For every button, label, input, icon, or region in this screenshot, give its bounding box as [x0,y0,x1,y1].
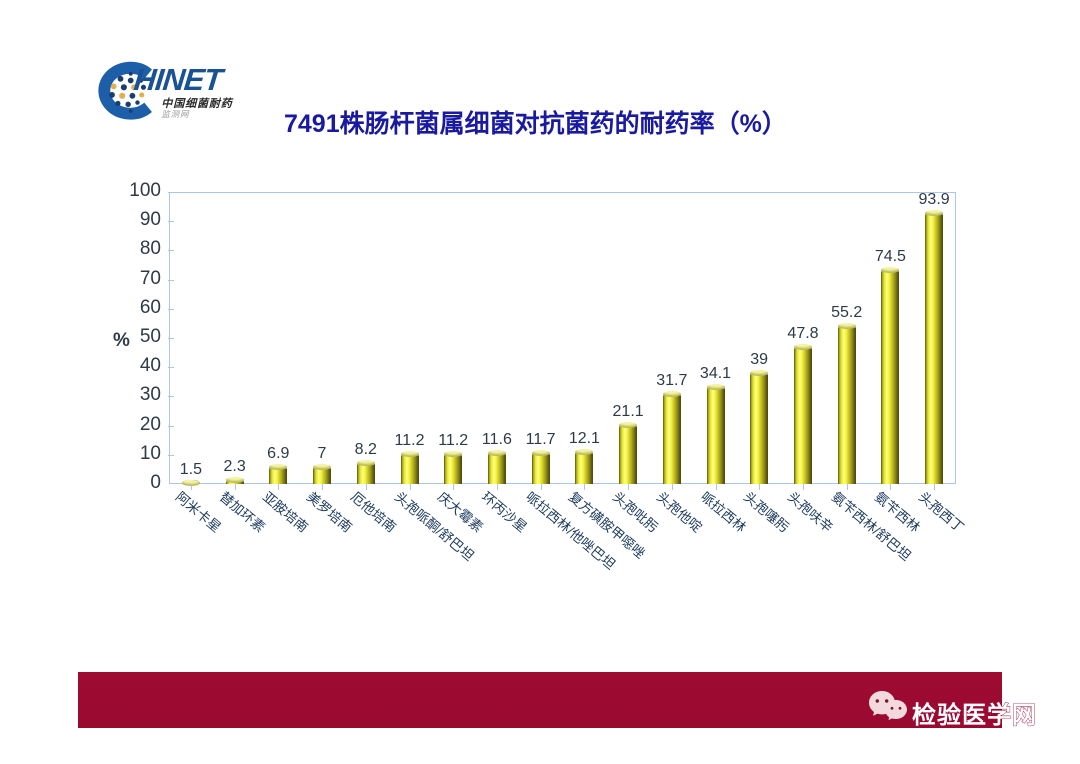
svg-text:检验医学网: 检验医学网 [912,701,1037,729]
